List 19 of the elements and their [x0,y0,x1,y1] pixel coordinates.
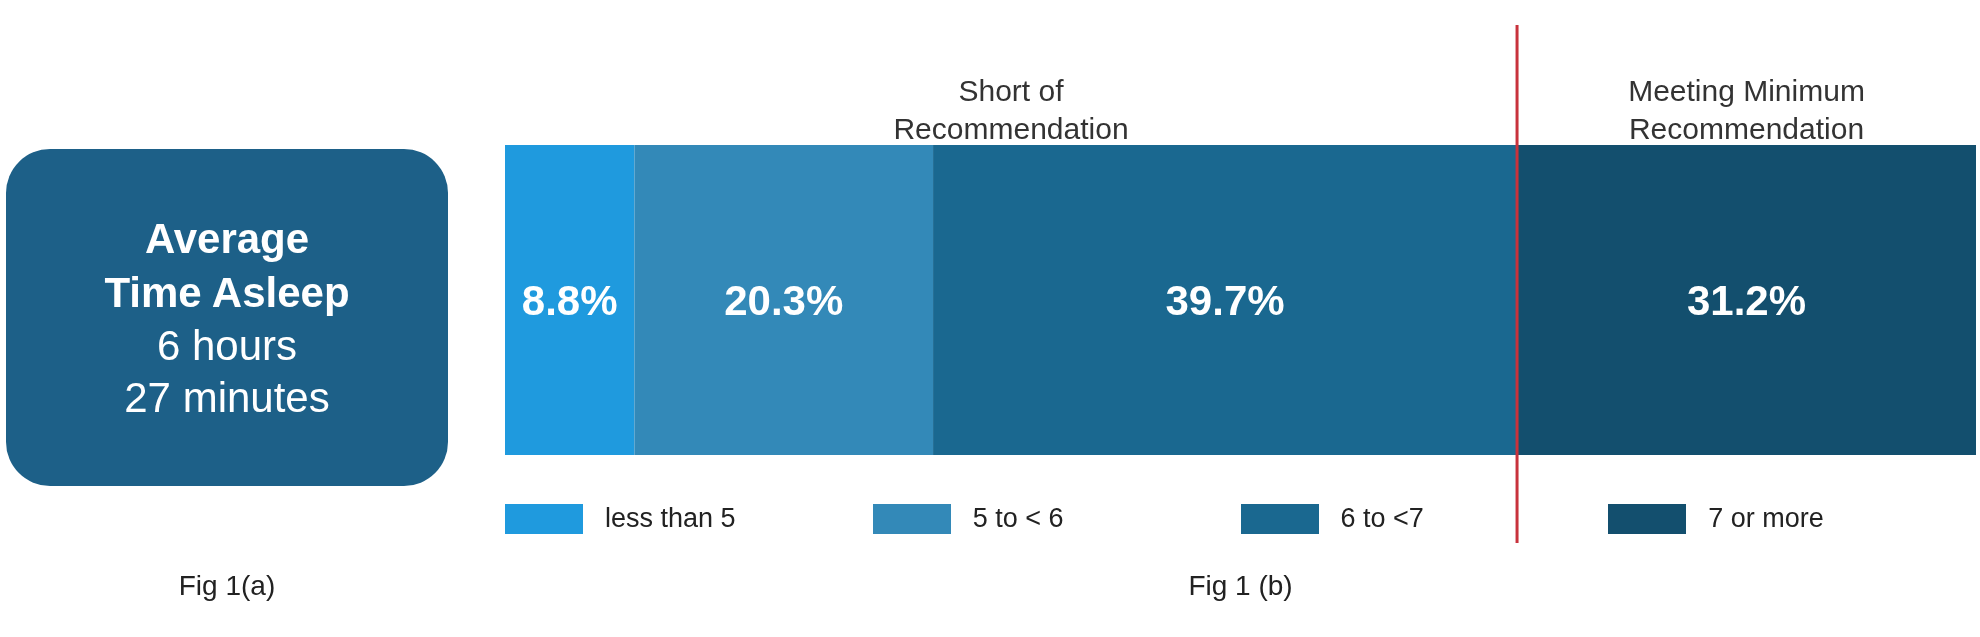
text: 27 minutes [124,372,330,423]
data-label: 8.8% [521,276,618,324]
bar [1517,145,1976,455]
caption: Fig 1(a) [177,570,277,602]
data-label: 39.7% [1165,276,1285,324]
legend-label: 5 to < 6 [972,503,1064,534]
legend-label: less than 5 [605,503,736,534]
data-label: 31.2% [1686,276,1807,324]
bar [933,145,1518,455]
legend-label: 7 or more [1708,503,1824,534]
annotation: Short of Recommendation [892,73,1130,147]
bar [505,145,635,455]
bar [634,145,934,455]
annotation: Meeting Minimum Recommendation [1627,73,1866,147]
legend-label: 6 to <7 [1340,503,1424,534]
text: Average Time Asleep [103,213,351,318]
data-label: 20.3% [724,276,844,324]
caption: Fig 1 (b) [1187,570,1294,602]
text: 6 hours [156,320,298,371]
